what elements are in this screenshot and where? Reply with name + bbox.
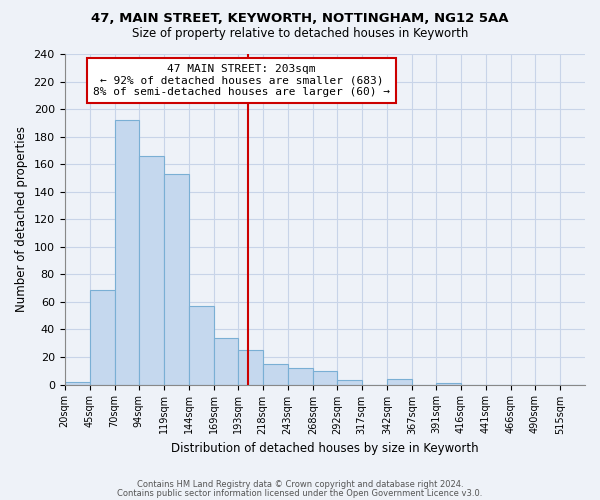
Bar <box>214 338 238 384</box>
Bar <box>89 290 115 384</box>
X-axis label: Distribution of detached houses by size in Keyworth: Distribution of detached houses by size … <box>171 442 479 455</box>
Bar <box>139 156 164 384</box>
Text: Contains HM Land Registry data © Crown copyright and database right 2024.: Contains HM Land Registry data © Crown c… <box>137 480 463 489</box>
Bar <box>164 174 188 384</box>
Bar <box>313 371 337 384</box>
Y-axis label: Number of detached properties: Number of detached properties <box>15 126 28 312</box>
Text: Size of property relative to detached houses in Keyworth: Size of property relative to detached ho… <box>132 28 468 40</box>
Bar <box>238 350 263 384</box>
Bar <box>65 382 89 384</box>
Text: Contains public sector information licensed under the Open Government Licence v3: Contains public sector information licen… <box>118 488 482 498</box>
Bar <box>115 120 139 384</box>
Text: 47, MAIN STREET, KEYWORTH, NOTTINGHAM, NG12 5AA: 47, MAIN STREET, KEYWORTH, NOTTINGHAM, N… <box>91 12 509 26</box>
Bar <box>288 368 313 384</box>
Bar <box>337 380 362 384</box>
Text: 47 MAIN STREET: 203sqm
← 92% of detached houses are smaller (683)
8% of semi-det: 47 MAIN STREET: 203sqm ← 92% of detached… <box>93 64 390 97</box>
Bar <box>436 383 461 384</box>
Bar <box>263 364 288 384</box>
Bar <box>387 379 412 384</box>
Bar <box>188 306 214 384</box>
